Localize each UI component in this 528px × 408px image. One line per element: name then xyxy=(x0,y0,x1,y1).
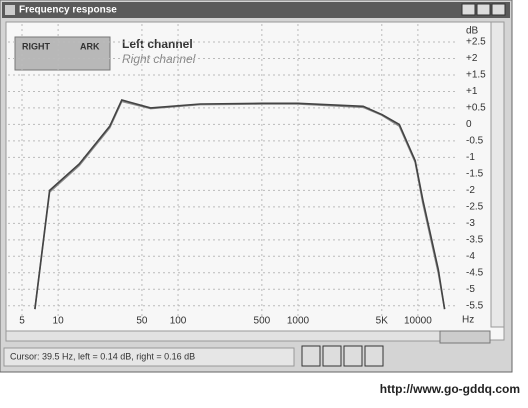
x-tick-label: 100 xyxy=(170,316,187,327)
y-tick-label: -3 xyxy=(466,218,475,229)
y-tick-label: +1.5 xyxy=(466,70,486,81)
maximize-button[interactable] xyxy=(476,3,491,16)
x-tick-label: 500 xyxy=(254,316,271,327)
y-tick-label: 0 xyxy=(466,119,472,130)
watermark: http://www.go-gddq.com xyxy=(380,382,520,396)
vertical-scrollbar[interactable] xyxy=(490,21,505,328)
y-tick-label: -1.5 xyxy=(466,169,484,180)
close-button[interactable] xyxy=(491,3,506,16)
y-tick-label: -2.5 xyxy=(466,201,484,212)
y-tick-label: +1 xyxy=(466,86,478,97)
y-tick-label: -2 xyxy=(466,185,475,196)
y-tick-label: +0.5 xyxy=(466,103,486,114)
zoom-buttons[interactable] xyxy=(439,330,491,344)
y-unit: dB xyxy=(466,26,479,37)
legend-box-left: RIGHT xyxy=(22,41,51,51)
y-tick-label: -0.5 xyxy=(466,136,484,147)
legend-box-right: ARK xyxy=(80,41,100,51)
app-icon xyxy=(5,5,15,15)
text-tool[interactable] xyxy=(301,345,321,367)
status-bar xyxy=(3,347,295,367)
x-tick-label: 50 xyxy=(136,316,148,327)
scrollbar[interactable] xyxy=(5,330,491,342)
x-tick-label: 5 xyxy=(19,316,25,327)
y-tick-label: -1 xyxy=(466,152,475,163)
x-unit: Hz xyxy=(462,315,474,326)
y-tick-label: -4 xyxy=(466,251,475,262)
x-tick-label: 10 xyxy=(53,316,65,327)
series-line xyxy=(34,99,446,310)
y-tick-label: -3.5 xyxy=(466,234,484,245)
y-tick-label: +2 xyxy=(466,53,478,64)
y-tick-label: -5.5 xyxy=(466,300,484,311)
refresh-tool[interactable] xyxy=(322,345,342,367)
y-tick-label: +2.5 xyxy=(466,37,486,48)
y-tick-label: -5 xyxy=(466,284,475,295)
save-tool[interactable] xyxy=(364,345,384,367)
legend-entry: Left channel xyxy=(122,37,193,51)
x-tick-label: 10000 xyxy=(404,316,432,327)
y-tick-label: -4.5 xyxy=(466,267,484,278)
search-tool[interactable] xyxy=(343,345,363,367)
legend-box xyxy=(14,36,111,71)
window-title: Frequency response xyxy=(19,5,117,16)
legend-entry: Right channel xyxy=(122,52,196,66)
x-tick-label: 1000 xyxy=(287,316,310,327)
title-bar xyxy=(2,2,510,18)
status-text: Cursor: 39.5 Hz, left = 0.14 dB, right =… xyxy=(10,351,195,361)
x-tick-label: 5K xyxy=(376,316,389,327)
minimize-button[interactable] xyxy=(461,3,476,16)
